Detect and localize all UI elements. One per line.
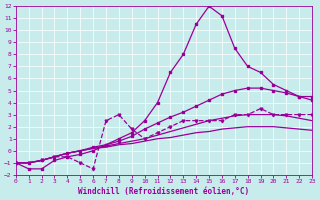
X-axis label: Windchill (Refroidissement éolien,°C): Windchill (Refroidissement éolien,°C) [78, 187, 250, 196]
